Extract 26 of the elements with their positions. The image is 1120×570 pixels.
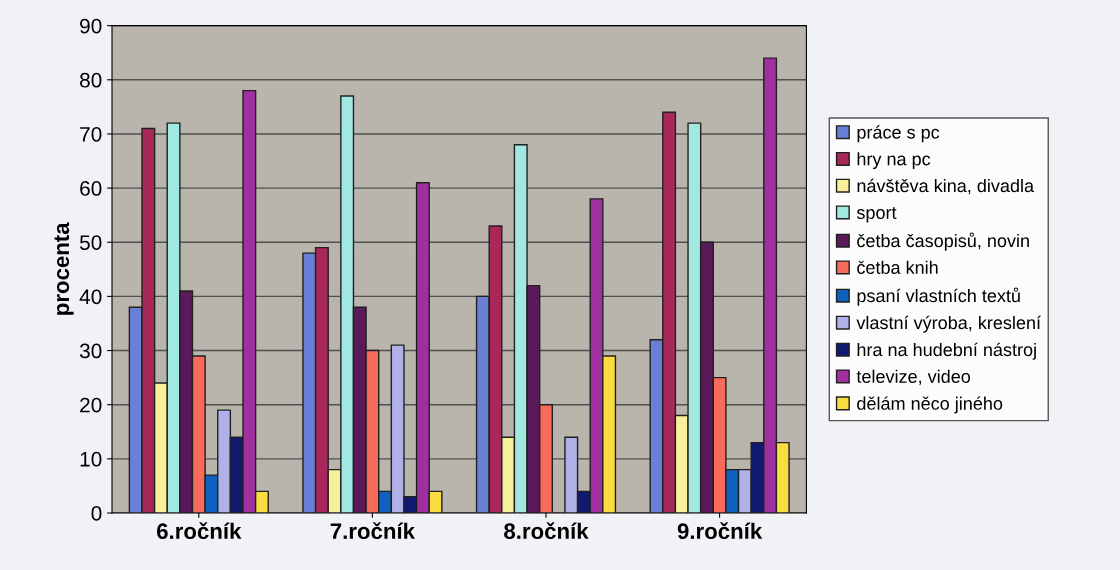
legend-label: návštěva kina, divadla	[857, 178, 1035, 195]
y-tick-label: 50	[79, 235, 102, 250]
legend-label: televize, video	[856, 369, 971, 386]
legend-label: práce s pc	[857, 125, 940, 143]
y-tick-label: 30	[79, 343, 102, 359]
y-tick-label: 10	[80, 451, 102, 467]
legend-label: hra na hudební nástroj	[857, 342, 1036, 360]
legend-label: četba knih	[857, 260, 938, 274]
y-tick-label: 70	[80, 126, 102, 142]
legend-label: dělám něco jiného	[857, 396, 1003, 414]
legend-label: hry na pc	[857, 152, 931, 170]
legend-label: sport	[856, 207, 897, 223]
y-tick-label: 40	[79, 289, 102, 305]
x-tick-label: 9.ročník	[677, 522, 763, 540]
y-tick-label: 20	[80, 397, 102, 413]
y-axis-title: procenta	[54, 222, 74, 315]
y-tick-label: 80	[80, 72, 102, 88]
y-tick-label: 90	[80, 18, 102, 34]
legend-label: psaní vlastních textů	[857, 287, 1020, 306]
y-tick-label: 60	[80, 181, 102, 196]
x-tick-label: 6.ročník	[157, 522, 242, 540]
x-tick-label: 7.ročník	[330, 522, 416, 540]
y-tick-label: 0	[91, 506, 102, 521]
x-tick-label: 8.ročník	[504, 522, 589, 540]
legend-label: četba časopisů, novin	[857, 232, 1029, 251]
legend-label: vlastní výroba, kreslení	[856, 315, 1041, 333]
